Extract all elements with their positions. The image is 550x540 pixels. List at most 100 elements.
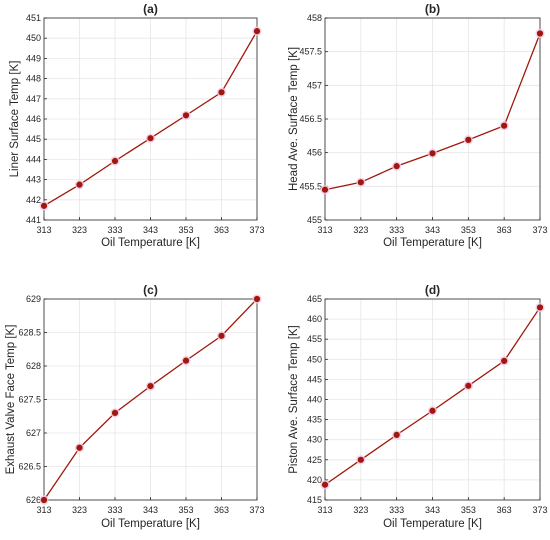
y-tick-label: 444 [26, 154, 41, 164]
y-tick-label: 626 [26, 495, 41, 505]
x-tick-label: 343 [143, 225, 158, 235]
y-tick-label: 420 [307, 475, 322, 485]
x-tick-label: 343 [425, 505, 440, 515]
y-axis-label: Piston Ave. Surface Temp [K] [288, 325, 300, 474]
data-point [321, 186, 329, 193]
x-axis-label: Oil Temperature [K] [101, 237, 200, 249]
y-tick-label: 460 [307, 314, 322, 324]
y-tick-label: 447 [26, 94, 41, 104]
data-point [393, 163, 400, 170]
y-tick-label: 456.5 [299, 114, 322, 124]
x-tick-label: 353 [461, 225, 476, 235]
data-point [465, 136, 472, 143]
y-tick-label: 458 [307, 13, 322, 23]
y-tick-label: 415 [307, 495, 322, 505]
y-tick-label: 440 [307, 395, 322, 405]
y-tick-label: 627.5 [18, 395, 41, 405]
data-point [429, 407, 436, 414]
data-point [40, 202, 48, 209]
x-tick-label: 333 [107, 505, 122, 515]
data-point [253, 295, 261, 303]
y-tick-label: 450 [26, 33, 41, 43]
data-point [147, 135, 154, 142]
y-tick-label: 441 [26, 215, 41, 225]
data-point [321, 481, 329, 488]
x-tick-label: 323 [72, 505, 87, 515]
x-tick-label: 313 [36, 505, 51, 515]
y-tick-label: 442 [26, 195, 41, 205]
x-tick-label: 333 [107, 225, 122, 235]
x-tick-label: 333 [389, 225, 404, 235]
data-point [536, 30, 544, 37]
data-point [182, 357, 190, 364]
data-point [536, 304, 544, 311]
x-axis-label: Oil Temperature [K] [101, 518, 200, 530]
y-tick-label: 435 [307, 415, 322, 425]
data-point [465, 382, 472, 389]
data-point [218, 89, 225, 96]
y-tick-label: 448 [26, 74, 41, 84]
data-point [393, 431, 400, 438]
x-tick-label: 373 [532, 225, 547, 235]
panel-a: 313 323 333 343 353 363 373 441 442 443 444 445 446 4… [9, 2, 265, 249]
x-tick-label: 353 [178, 225, 193, 235]
panel-c: 313 323 333 343 353 363 373 626 626.5 627 627.5 628… [5, 283, 265, 530]
y-tick-label: 449 [26, 53, 41, 63]
x-tick-label: 313 [36, 225, 51, 235]
y-tick-label: 455.5 [299, 181, 322, 191]
y-tick-label: 430 [307, 435, 322, 445]
data-point [501, 122, 508, 129]
data-point [111, 409, 119, 416]
x-tick-label: 343 [143, 505, 158, 515]
x-tick-label: 313 [317, 225, 332, 235]
panel-title: (b) [425, 2, 440, 16]
y-axis-label: Head Ave. Surface Temp [K] [288, 47, 300, 191]
y-axis-label: Exhaust Valve Face Temp [K] [5, 325, 17, 475]
y-tick-label: 455 [307, 334, 322, 344]
panel-d: 313 323 333 343 353 363 373 415 420 425 430 435 440 4… [288, 283, 548, 530]
y-tick-label: 425 [307, 455, 322, 465]
y-tick-label: 626.5 [18, 462, 41, 472]
data-point [357, 179, 364, 186]
x-tick-label: 353 [461, 505, 476, 515]
y-tick-label: 456 [307, 148, 322, 158]
y-tick-label: 445 [307, 374, 322, 384]
data-point [76, 181, 83, 188]
x-tick-label: 373 [249, 505, 264, 515]
panel-title: (a) [143, 2, 158, 16]
y-tick-label: 628 [26, 361, 41, 371]
x-tick-label: 353 [178, 505, 193, 515]
x-tick-label: 313 [317, 505, 332, 515]
y-tick-label: 465 [307, 294, 322, 304]
y-tick-label: 445 [26, 134, 41, 144]
data-point [147, 383, 154, 390]
x-tick-label: 363 [497, 225, 512, 235]
y-tick-label: 451 [26, 13, 41, 23]
y-tick-label: 457 [307, 80, 322, 90]
x-tick-label: 363 [497, 505, 512, 515]
x-tick-label: 333 [389, 505, 404, 515]
panel-title: (d) [425, 283, 440, 297]
y-tick-label: 457.5 [299, 47, 322, 57]
data-point [111, 157, 119, 165]
x-tick-label: 323 [72, 225, 87, 235]
data-point [182, 112, 190, 119]
data-point [253, 28, 261, 35]
x-tick-label: 373 [532, 505, 547, 515]
x-tick-label: 363 [214, 505, 229, 515]
y-tick-label: 455 [307, 215, 322, 225]
data-point [429, 150, 436, 157]
x-tick-label: 363 [214, 225, 229, 235]
x-axis-label: Oil Temperature [K] [383, 518, 482, 530]
data-point [218, 332, 225, 339]
data-point [501, 357, 508, 365]
y-tick-label: 628.5 [18, 328, 41, 338]
panel-b: 313 323 333 343 353 363 373 455 455.5 456 456.5 457… [288, 2, 548, 249]
x-tick-label: 323 [353, 505, 368, 515]
y-tick-label: 446 [26, 114, 41, 124]
x-tick-label: 373 [249, 225, 264, 235]
data-point [76, 444, 83, 451]
x-tick-label: 343 [425, 225, 440, 235]
